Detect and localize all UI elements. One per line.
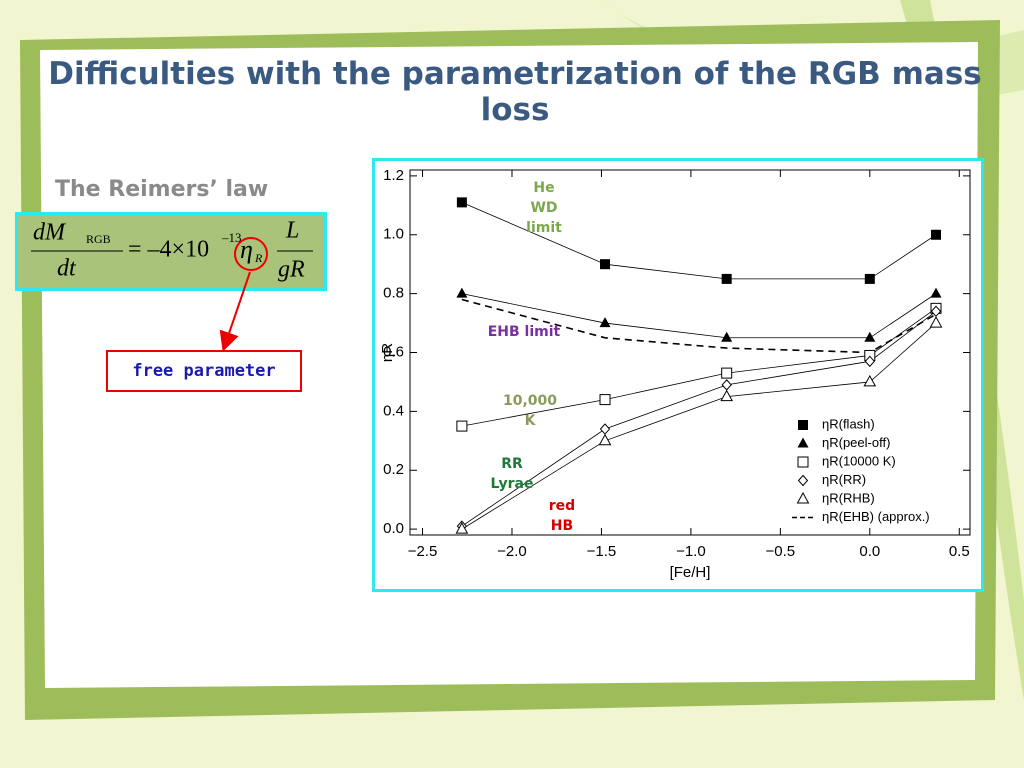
marker	[720, 389, 734, 402]
x-tick-label: 0.5	[949, 543, 970, 560]
annotation-line: WD	[530, 200, 557, 216]
y-tick-label: 1.0	[383, 226, 404, 243]
callout: free parameter	[106, 350, 302, 392]
annotation-line: RR	[501, 456, 523, 472]
marker	[456, 197, 467, 208]
annotation-line: HB	[551, 518, 573, 534]
x-axis-label: [Fe/H]	[670, 564, 711, 581]
marker	[864, 273, 875, 284]
legend-label: ηR(10000 K)	[822, 453, 896, 468]
highlight-circle	[234, 237, 268, 271]
annotation: EHB limit	[488, 324, 561, 340]
marker	[456, 287, 468, 298]
marker	[721, 367, 733, 379]
marker	[930, 287, 942, 298]
x-tick-label: 0.0	[859, 543, 880, 560]
marker	[600, 259, 611, 270]
slide-title: Difficulties with the parametrization of…	[48, 56, 982, 128]
formula-part: –13	[221, 230, 242, 245]
marker	[863, 374, 877, 387]
annotation: red HB	[549, 498, 575, 534]
subtitle: The Reimers’ law	[55, 177, 269, 202]
marker	[598, 433, 612, 446]
x-tick-label: −1.5	[587, 543, 617, 560]
formula: dM RGB dt = –4×10 –13 η R L gR	[15, 212, 327, 291]
legend-swatch	[798, 420, 808, 430]
x-tick-label: −1.0	[676, 543, 706, 560]
legend-label: ηR(flash)	[822, 416, 875, 431]
formula-part: RGB	[86, 232, 111, 246]
annotation-line: Lyrae	[491, 476, 534, 492]
formula-part: dt	[57, 256, 77, 282]
annotation-line: limit	[526, 220, 562, 236]
legend-swatch	[796, 491, 810, 504]
legend-swatch	[797, 474, 809, 487]
y-tick-label: 0.6	[383, 343, 404, 360]
chart-frame	[372, 158, 984, 592]
marker	[456, 420, 468, 432]
legend-swatch	[797, 437, 809, 448]
chart: −2.5 −2.0 −1.5 −1.0 −0.5 0.0 0.5 0.0 0.2 0.4 0.6 0.…	[372, 158, 984, 592]
annotation: 10,000 K	[503, 393, 557, 429]
annotation-line: 10,000	[503, 393, 557, 409]
y-tick-label: 1.2	[383, 167, 404, 184]
legend-swatch	[797, 456, 809, 468]
y-tick-label: 0.8	[383, 285, 404, 302]
x-tick-label: −0.5	[766, 543, 796, 560]
annotation-line: red	[549, 498, 575, 514]
marker	[455, 522, 469, 534]
marker	[721, 273, 732, 284]
legend-label: ηR(RR)	[822, 472, 866, 487]
marker	[599, 394, 611, 406]
series-line	[461, 298, 937, 354]
annotation: He WD limit	[526, 180, 562, 236]
formula-part: η	[240, 235, 253, 264]
marker	[864, 355, 875, 368]
x-tick-label: −2.0	[497, 543, 527, 560]
marker	[864, 331, 876, 342]
marker	[599, 317, 611, 328]
y-tick-label: 0.4	[383, 402, 404, 419]
legend-label: ηR(EHB) (approx.)	[822, 509, 930, 524]
formula-part: gR	[278, 257, 305, 283]
formula-part: = –4×10	[128, 237, 209, 263]
marker	[929, 316, 943, 328]
annotation: RR Lyrae	[491, 456, 534, 492]
y-tick-label: 0.0	[383, 520, 404, 537]
formula-part: dM	[33, 220, 67, 246]
legend-label: ηR(peel-off)	[822, 435, 890, 450]
legend: ηR(flash) ηR(peel-off) ηR(10000 K) ηR(RR) ηR…	[792, 416, 930, 524]
marker	[931, 229, 942, 240]
annotation-line: He	[533, 180, 554, 196]
marker	[721, 331, 733, 342]
legend-label: ηR(RHB)	[822, 490, 875, 505]
y-tick-label: 0.2	[383, 461, 404, 478]
y-axis-label: ηR	[379, 343, 396, 362]
formula-part: L	[285, 218, 299, 244]
formula-part: R	[254, 251, 263, 265]
x-tick-label: −2.5	[408, 543, 438, 560]
annotation-line: K	[525, 413, 537, 429]
